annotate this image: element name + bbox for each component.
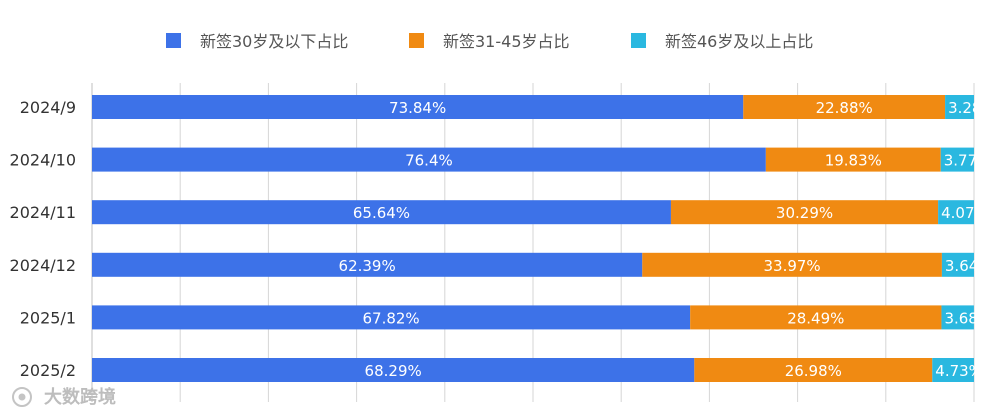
- bar-segment: [932, 358, 974, 382]
- data-label: 26.98%: [785, 362, 842, 380]
- bar-segment: [690, 305, 942, 330]
- bar-segment: [940, 147, 974, 172]
- bar-segment: [642, 252, 942, 277]
- data-label: 33.97%: [763, 257, 820, 275]
- bar-segment: [92, 305, 691, 330]
- y-tick-label: 2025/2: [20, 361, 76, 380]
- data-label: 68.29%: [365, 362, 422, 380]
- data-label: 22.88%: [816, 99, 873, 117]
- watermark-text: 大数跨境: [44, 386, 116, 408]
- data-label: 62.39%: [339, 257, 396, 275]
- y-tick-label: 2024/11: [10, 203, 76, 222]
- y-tick-label: 2024/9: [20, 98, 76, 117]
- data-label: 28.49%: [787, 309, 844, 327]
- bar-segment: [92, 200, 671, 225]
- data-label: 65.64%: [353, 204, 410, 222]
- legend-swatch: [631, 33, 646, 48]
- bar-segment: [670, 200, 939, 225]
- bar-segment: [92, 147, 766, 172]
- bar-segment: [92, 95, 744, 119]
- legend-label: 新签46岁及以上占比: [665, 32, 813, 51]
- legend: 新签30岁及以下占比 新签31-45岁占比 新签46岁及以上占比: [166, 32, 813, 51]
- data-label: 76.4%: [405, 152, 453, 170]
- data-label: 3.68%: [944, 309, 992, 327]
- bars: 73.84% 22.88% 3.28% 76.4% 19.83% 3.77% 65.64% 3…: [92, 95, 996, 382]
- bar-segment: [945, 95, 974, 119]
- data-label: 3.64%: [945, 257, 993, 275]
- bar-segment: [694, 358, 933, 382]
- y-tick-label: 2025/1: [20, 308, 76, 327]
- camera-icon: [12, 387, 32, 407]
- y-tick-label: 2024/10: [10, 151, 76, 170]
- bar-segment: [743, 95, 946, 119]
- bar-segment: [938, 200, 974, 225]
- legend-swatch: [166, 33, 181, 48]
- data-label: 30.29%: [776, 204, 833, 222]
- bar-segment: [92, 358, 695, 382]
- legend-label: 新签31-45岁占比: [443, 32, 570, 51]
- y-axis-labels: 2024/9 2024/10 2024/11 2024/12 2025/1 2025/2: [10, 98, 76, 380]
- legend-swatch: [409, 33, 424, 48]
- data-label: 3.28%: [948, 99, 996, 117]
- data-label: 67.82%: [362, 309, 419, 327]
- gridlines: [91, 83, 975, 402]
- bar-segment: [92, 252, 643, 277]
- bar-segment: [941, 252, 974, 277]
- bar-segment: [941, 305, 974, 330]
- data-label: 19.83%: [825, 152, 882, 170]
- watermark: 大数跨境: [12, 386, 116, 408]
- y-tick-label: 2024/12: [10, 256, 76, 275]
- data-label: 4.73%: [935, 362, 983, 380]
- data-label: 4.07%: [941, 204, 989, 222]
- data-label: 3.77%: [944, 152, 992, 170]
- legend-label: 新签30岁及以下占比: [200, 32, 348, 51]
- data-label: 73.84%: [389, 99, 446, 117]
- bar-segment: [765, 147, 941, 172]
